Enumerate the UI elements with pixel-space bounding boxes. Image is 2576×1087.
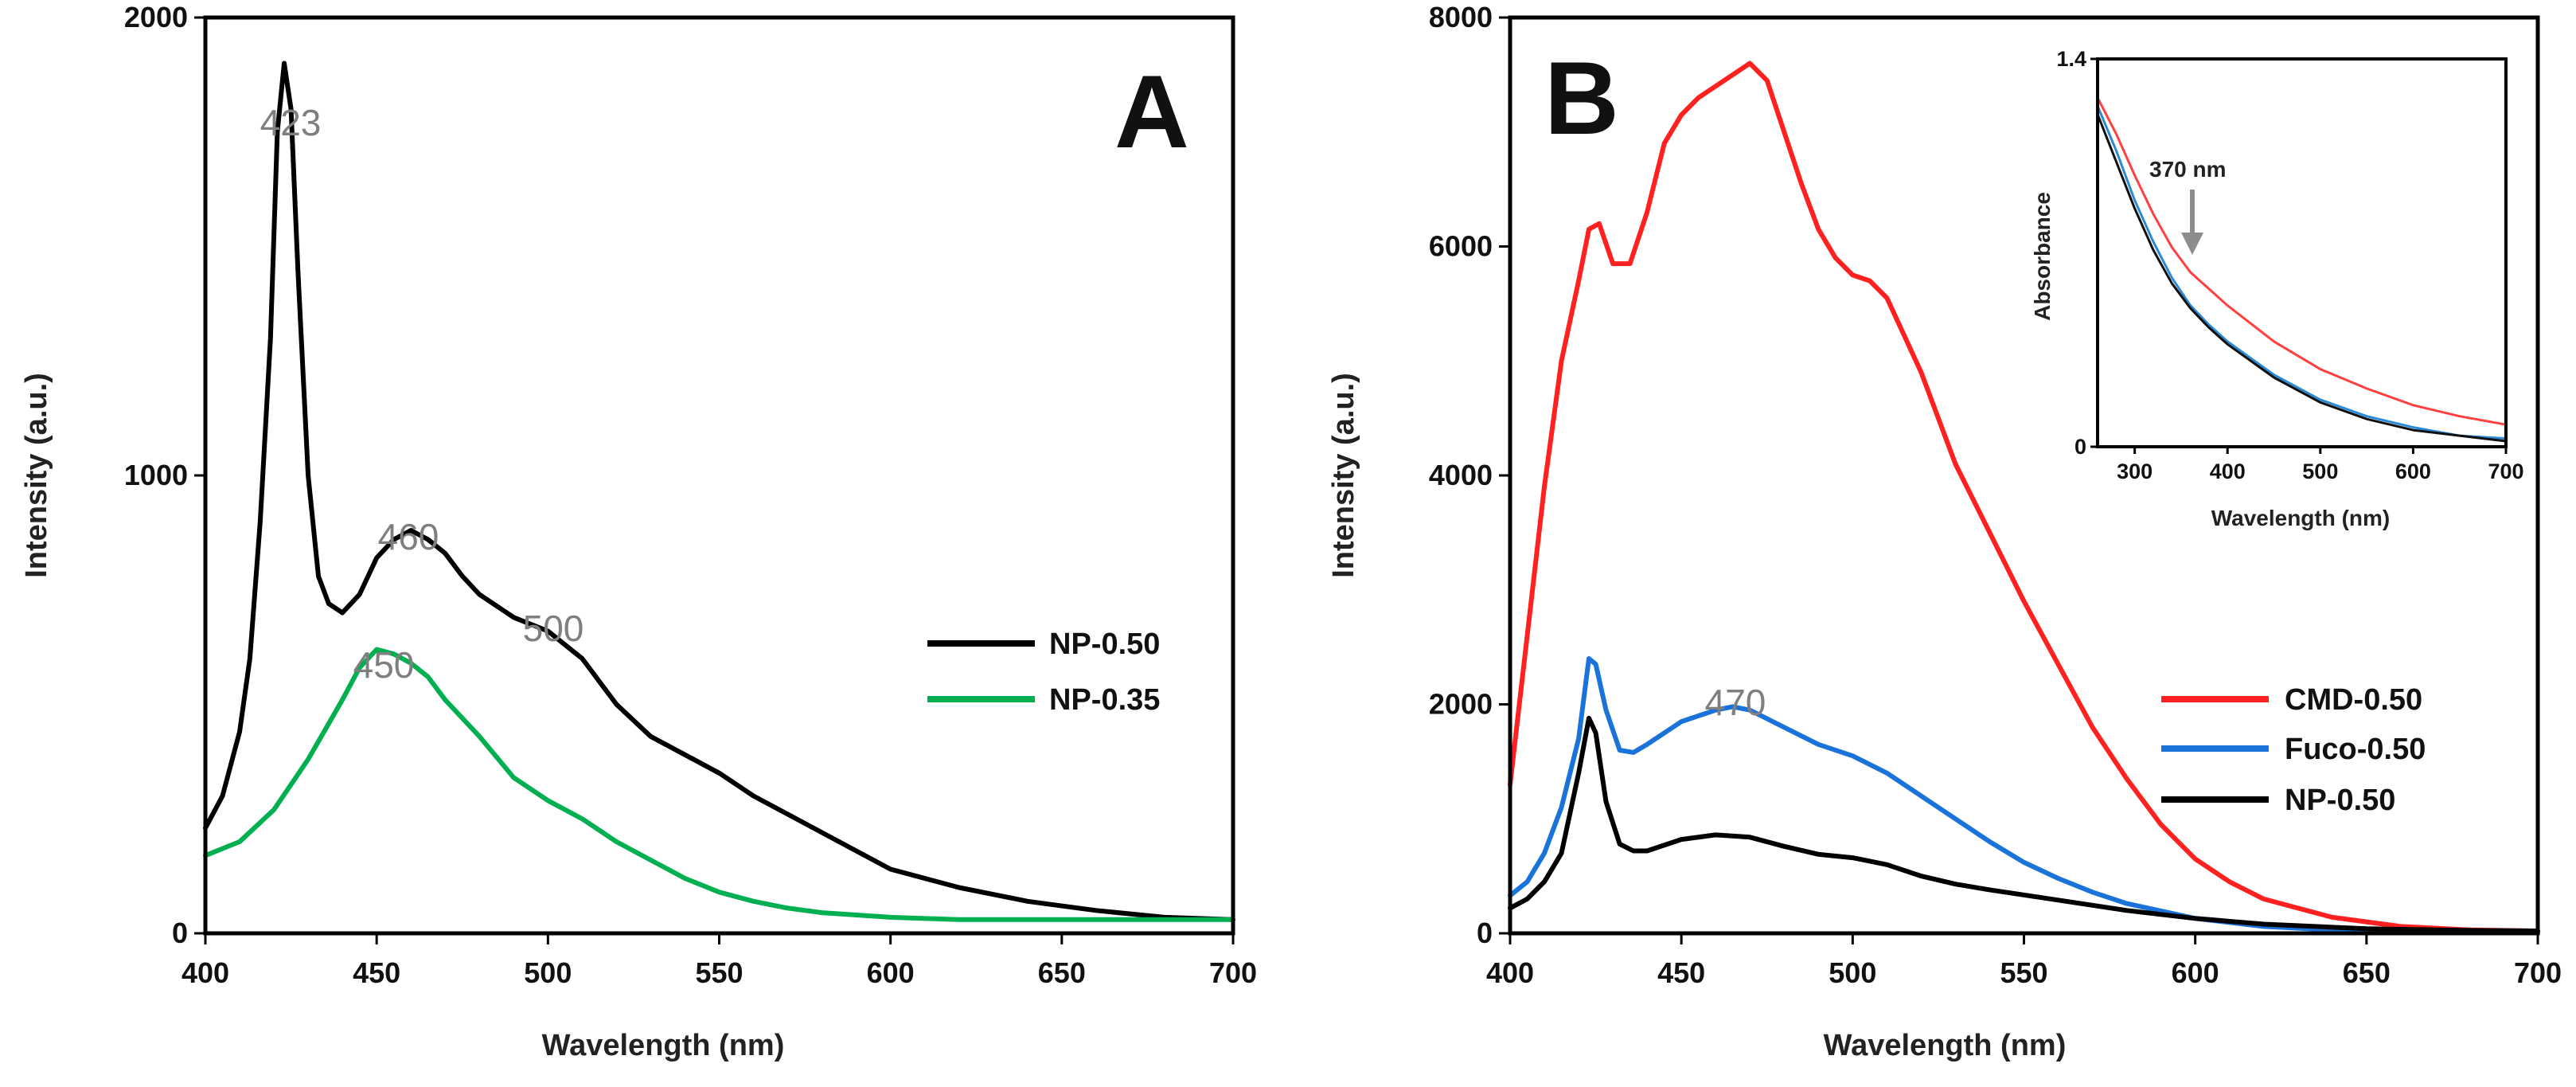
panel-a-y-tick-label: 2000	[124, 1, 188, 33]
panel-a-ticks: 400 450 500 550 600 650 700 0 1000 2000	[124, 1, 1257, 989]
panel-b-x-tick-label: 450	[1657, 956, 1705, 989]
panel-a-legend-label-np050: NP-0.50	[1049, 628, 1160, 661]
panel-b-series-line-np050	[1508, 715, 2540, 934]
panel-a-peak-label-423: 423	[260, 102, 322, 143]
panel-a-x-tick-label: 650	[1038, 956, 1086, 989]
panel-b-legend-label-fuco050: Fuco-0.50	[2285, 733, 2426, 766]
panel-a-peak-label-500: 500	[523, 608, 584, 649]
panel-b-x-tick-label: 400	[1486, 956, 1534, 989]
panel-b-y-tick-label: 8000	[1429, 1, 1493, 33]
panel-b-y-axis-title: Intensity (a.u.)	[1327, 373, 1360, 578]
panel-a-x-tick-label: 700	[1209, 956, 1257, 989]
inset-y-tick-label: 1.4	[2056, 47, 2086, 71]
inset-annotation-370nm: 370 nm	[2149, 157, 2227, 182]
panel-b-y-tick-label: 2000	[1429, 688, 1493, 721]
panel-a-legend: NP-0.50 NP-0.35	[927, 628, 1160, 717]
panel-b-letter: B	[1544, 40, 1619, 156]
panel-b-series-line-cmd050	[1508, 61, 2540, 934]
panel-b-series	[1508, 61, 2540, 935]
panel-a-legend-label-np035: NP-0.35	[1049, 683, 1160, 717]
panel-a-x-tick-label: 400	[181, 956, 229, 989]
inset-x-axis-title: Wavelength (nm)	[2211, 506, 2391, 530]
panel-a: 400 450 500 550 600 650 700 0 1000 2000 A Wavelen…	[20, 1, 1257, 1062]
panel-a-x-tick-label: 500	[524, 956, 572, 989]
inset-series	[2096, 96, 2508, 443]
panel-a-peak-label-450: 450	[353, 644, 415, 686]
inset-x-tick-label: 600	[2395, 459, 2431, 483]
inset-background	[2098, 59, 2506, 447]
panel-a-series	[203, 61, 1235, 922]
panel-b-legend: CMD-0.50 Fuco-0.50 NP-0.50	[2161, 683, 2426, 817]
panel-a-series-line-np035	[203, 647, 1235, 922]
panel-b-x-axis-title: Wavelength (nm)	[1824, 1029, 2067, 1062]
inset-x-tick-label: 300	[2117, 459, 2153, 483]
inset-annotation-arrow-head	[2181, 233, 2203, 255]
panel-b-y-tick-label: 4000	[1429, 459, 1493, 491]
inset-y-axis-title: Absorbance	[2030, 192, 2055, 321]
inset-series-line-np050	[2096, 113, 2508, 443]
panel-b-peak-label-470: 470	[1705, 682, 1766, 723]
panel-b-x-tick-label: 550	[2000, 956, 2047, 989]
panel-a-y-tick-label: 1000	[124, 459, 188, 491]
panel-a-y-axis-title: Intensity (a.u.)	[20, 373, 53, 578]
panel-a-x-tick-label: 550	[695, 956, 743, 989]
panel-a-y-tick-label: 0	[172, 917, 188, 949]
inset-x-tick-label: 400	[2210, 459, 2246, 483]
inset-series-line-fuco050	[2096, 104, 2508, 440]
panel-a-x-axis-title: Wavelength (nm)	[542, 1029, 785, 1062]
panel-b-legend-label-cmd050: CMD-0.50	[2285, 683, 2422, 717]
panel-a-series-line-np050	[203, 61, 1235, 922]
panel-a-x-tick-label: 450	[353, 956, 400, 989]
panel-a-annotations: 423 460 500 450	[260, 102, 584, 686]
panel-a-x-tick-label: 600	[867, 956, 915, 989]
panel-b-inset: 300 400 500 600 700 0 1.4 Wavelength (nm) Abso…	[2030, 47, 2524, 530]
panel-a-peak-label-460: 460	[378, 516, 439, 557]
panel-b-x-tick-label: 500	[1829, 956, 1876, 989]
panel-b-x-tick-label: 650	[2343, 956, 2391, 989]
panel-b-legend-label-np050: NP-0.50	[2285, 784, 2395, 817]
panel-b-x-tick-label: 700	[2514, 956, 2562, 989]
inset-x-tick-label: 700	[2488, 459, 2523, 483]
inset-x-tick-label: 500	[2302, 459, 2338, 483]
inset-y-tick-label: 0	[2074, 435, 2086, 459]
inset-plot-frame	[2096, 57, 2508, 448]
panel-b-y-tick-label: 6000	[1429, 230, 1493, 263]
panel-a-letter: A	[1114, 53, 1189, 170]
inset-ticks: 300 400 500 600 700 0 1.4	[2056, 47, 2523, 483]
panel-b-y-tick-label: 0	[1477, 917, 1493, 949]
panel-b-x-tick-label: 600	[2172, 956, 2219, 989]
inset-series-line-cmd050	[2096, 96, 2508, 426]
